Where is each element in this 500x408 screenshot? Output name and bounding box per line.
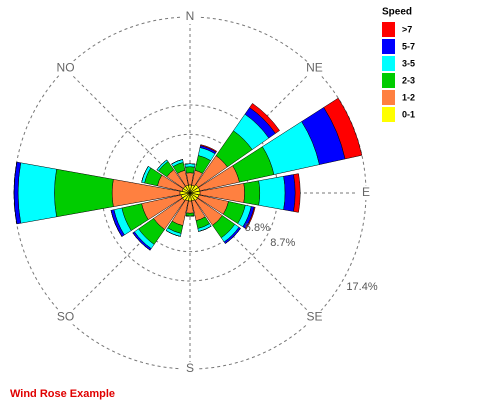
wedge: [184, 163, 196, 168]
direction-label: SO: [57, 310, 74, 324]
wedge: [258, 175, 286, 211]
legend-title: Speed: [382, 7, 412, 18]
direction-label: NO: [57, 61, 75, 75]
wedge: [185, 212, 195, 217]
legend-swatch: [382, 90, 395, 105]
spoke: [189, 192, 315, 318]
wedge: [54, 168, 114, 218]
wedge: [17, 162, 57, 224]
label-bg: [56, 61, 75, 76]
spoke: [189, 68, 315, 194]
legend-swatch: [382, 56, 395, 71]
wedge: [323, 97, 363, 160]
legend-swatch: [382, 22, 395, 37]
legend-swatch: [382, 73, 395, 88]
wedge: [245, 206, 256, 230]
wedge: [283, 174, 296, 212]
wedge: [200, 144, 218, 153]
wedge: [110, 210, 123, 237]
wedge: [293, 173, 301, 213]
legend-swatch: [382, 107, 395, 122]
label-bg: [181, 10, 199, 24]
wedge: [165, 230, 181, 237]
label-bg: [305, 310, 324, 325]
direction-label: NE: [306, 61, 323, 75]
direction-label: S: [186, 361, 194, 375]
wedge: [132, 232, 151, 251]
legend-label: 2-3: [402, 75, 415, 85]
ring-label: 5.8%: [245, 222, 270, 234]
legend-label: 3-5: [402, 58, 415, 68]
legend-label: 0-1: [402, 109, 415, 119]
direction-label: SE: [306, 310, 322, 324]
label-bg: [181, 362, 199, 376]
label-bg: [357, 186, 375, 200]
ring-label: 8.7%: [270, 237, 295, 249]
direction-label: E: [362, 185, 370, 199]
chart-title: Wind Rose Example: [10, 388, 115, 400]
spoke: [65, 192, 191, 318]
spoke: [65, 68, 191, 194]
ring-label: 17.4%: [346, 281, 377, 293]
wedge: [13, 162, 17, 224]
legend-label: 1-2: [402, 92, 415, 102]
wedge: [243, 180, 261, 206]
direction-label: N: [186, 9, 195, 23]
wedge: [249, 103, 280, 134]
label-bg: [56, 310, 75, 325]
wedge: [141, 166, 149, 183]
wedge: [185, 166, 195, 174]
legend-label: >7: [402, 24, 412, 34]
legend-swatch: [382, 39, 395, 54]
legend-label: 5-7: [402, 41, 415, 51]
label-bg: [305, 61, 324, 76]
